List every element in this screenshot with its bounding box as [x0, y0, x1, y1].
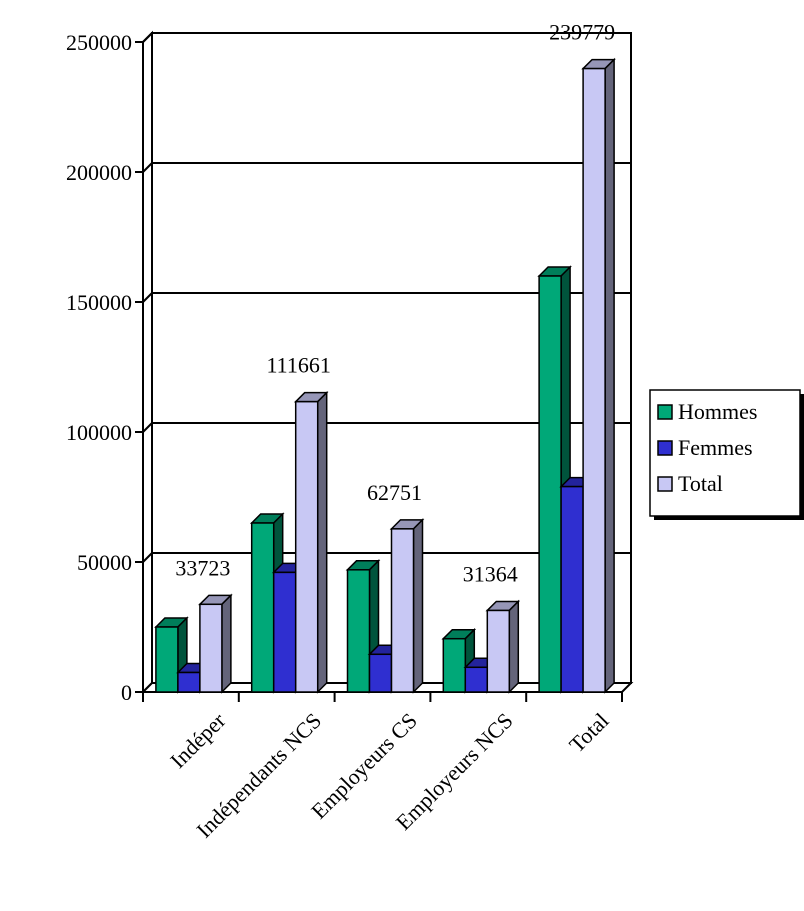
bar-side — [412, 518, 424, 694]
legend-label: Total — [678, 471, 723, 496]
legend-label: Femmes — [678, 435, 753, 460]
data-label: 239779 — [549, 20, 615, 45]
y-tick-label: 200000 — [66, 160, 132, 185]
bar-hommes — [155, 626, 179, 693]
bar-hommes — [538, 275, 562, 693]
bar-hommes — [346, 569, 371, 693]
bar-femmes — [464, 666, 489, 693]
legend-box — [649, 389, 801, 517]
gridline-side — [142, 552, 153, 563]
bar-total — [294, 400, 319, 693]
bar-side — [316, 390, 328, 694]
bar-hommes — [250, 522, 275, 693]
legend-label: Hommes — [678, 399, 757, 424]
x-category-label: Total — [564, 708, 613, 757]
bar-femmes — [177, 671, 201, 693]
data-label: 111661 — [267, 353, 331, 378]
bars — [154, 57, 616, 694]
bar-total — [486, 609, 511, 693]
bar-femmes — [368, 653, 393, 693]
bar-total — [582, 67, 606, 693]
bar-total — [390, 528, 415, 693]
legend-shadow-bottom — [654, 516, 804, 520]
bar-side — [604, 57, 615, 694]
y-tick-label: 100000 — [66, 420, 132, 445]
side-wall — [142, 30, 153, 695]
bar-femmes — [272, 571, 297, 693]
gridline-side — [142, 292, 153, 303]
legend: Hommes Femmes Total — [649, 389, 804, 520]
y-tick-label: 250000 — [66, 30, 132, 55]
gridline-side — [142, 422, 153, 433]
y-tick-label: 0 — [121, 680, 132, 705]
y-axis: 0 50000 100000 150000 200000 250000 — [66, 30, 144, 705]
y-tick-label: 50000 — [77, 550, 132, 575]
data-label: 62751 — [367, 480, 422, 505]
legend-shadow-right — [800, 394, 804, 520]
bar-side — [508, 599, 520, 694]
legend-swatch-hommes — [657, 404, 673, 420]
legend-swatch-total — [657, 476, 673, 492]
bar-total — [199, 603, 223, 693]
bar-hommes — [442, 637, 467, 693]
data-labels: 33723 111661 62751 31364 239779 — [175, 20, 615, 587]
bar-femmes — [560, 485, 584, 693]
gridline-side — [142, 32, 153, 43]
data-label: 33723 — [175, 555, 230, 580]
y-tick-label: 150000 — [66, 290, 132, 315]
bar-side — [221, 593, 232, 694]
gridline-side — [142, 162, 153, 173]
data-label: 31364 — [463, 561, 518, 586]
x-category-label: Indéper — [165, 707, 231, 773]
legend-swatch-femmes — [657, 440, 673, 456]
